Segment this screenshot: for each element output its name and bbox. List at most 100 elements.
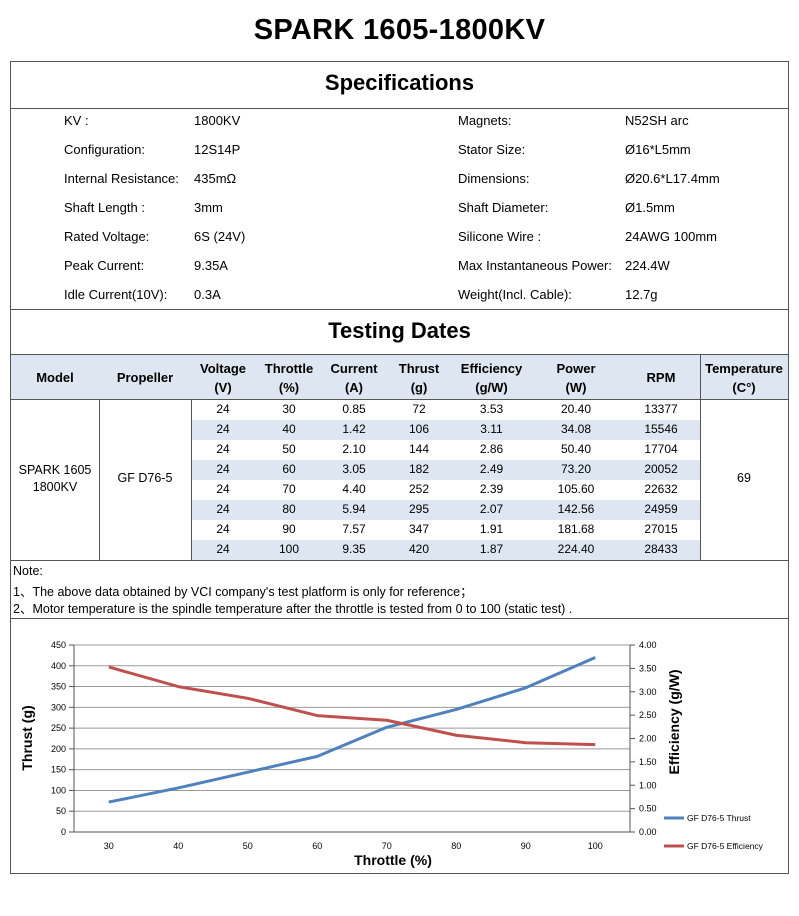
header-unit: (W) <box>565 380 587 395</box>
table-header-cell: Efficiency (g/W) <box>453 359 530 397</box>
spec-value: 0.3A <box>194 287 221 302</box>
header-line: Current <box>330 361 378 376</box>
header-line: Power <box>556 361 596 376</box>
header-unit: (%) <box>278 380 300 395</box>
legend-label: GF D76-5 Thrust <box>687 813 751 823</box>
table-cell: 7.57 <box>342 522 366 536</box>
spec-label: Rated Voltage: <box>64 229 150 244</box>
table-cell: 73.20 <box>560 462 592 476</box>
table-cell: 295 <box>408 502 430 516</box>
table-cell: 60 <box>282 462 296 476</box>
y-axis-label-left: Thrust (g) <box>19 705 35 770</box>
table-cell: 3.05 <box>342 462 366 476</box>
spec-label: Configuration: <box>64 142 145 157</box>
testing-heading: Testing Dates <box>328 318 471 343</box>
table-cell: 40 <box>282 422 296 436</box>
left-tick-label: 0 <box>61 827 66 837</box>
table-cell: 100 <box>278 542 300 556</box>
column-divider <box>700 355 701 560</box>
table-cell: 30 <box>282 402 296 416</box>
model-line: 1800KV <box>32 480 78 494</box>
table-cell: 24959 <box>644 502 678 516</box>
left-tick-label: 350 <box>51 682 66 692</box>
header-line: Temperature <box>705 361 783 376</box>
table-cell: 20052 <box>644 462 678 476</box>
table-cell: 181.68 <box>557 522 595 536</box>
spec-label: Peak Current: <box>64 258 145 273</box>
row-band <box>191 540 700 560</box>
right-tick-label: 3.00 <box>639 687 657 697</box>
efficiency-series-line <box>108 665 596 747</box>
table-cell: 24 <box>216 422 230 436</box>
header-line: Throttle <box>264 361 314 376</box>
spec-value: Ø1.5mm <box>625 200 675 215</box>
table-header-cell: Temperature (C°) <box>700 359 788 397</box>
x-tick-label: 90 <box>521 841 531 851</box>
header-line: RPM <box>646 370 676 385</box>
right-tick-label: 1.50 <box>639 757 657 767</box>
divider <box>10 108 789 109</box>
table-header-cell: Power (W) <box>530 359 622 397</box>
row-band <box>191 460 700 480</box>
table-cell: 2.86 <box>479 442 504 456</box>
spec-value: 435mΩ <box>194 171 237 186</box>
spec-label: Magnets: <box>458 113 512 128</box>
table-cell: 1.87 <box>479 542 504 556</box>
x-tick-label: 30 <box>104 841 114 851</box>
table-cell: 24 <box>216 482 230 496</box>
table-cell: 0.85 <box>342 402 366 416</box>
right-tick-label: 1.00 <box>639 780 657 790</box>
right-tick-label: 2.50 <box>639 710 657 720</box>
model-cell: SPARK 1605 1800KV <box>11 462 99 496</box>
spec-value: Ø16*L5mm <box>625 142 691 157</box>
table-header-cell: Model <box>11 368 99 387</box>
left-tick-label: 150 <box>51 765 66 775</box>
spec-label: Stator Size: <box>458 142 526 157</box>
table-cell: 2.07 <box>479 502 504 516</box>
right-tick-label: 4.00 <box>639 640 657 650</box>
spec-label: Shaft Length : <box>64 200 145 215</box>
table-cell: 2.39 <box>479 482 504 496</box>
table-cell: 3.53 <box>479 402 504 416</box>
spec-label: Max Instantaneous Power: <box>458 258 612 273</box>
divider <box>10 309 789 310</box>
table-cell: 24 <box>216 502 230 516</box>
right-tick-label: 0.00 <box>639 827 657 837</box>
spec-label: Internal Resistance: <box>64 171 179 186</box>
spec-value: 9.35A <box>194 258 228 273</box>
spec-value: 12S14P <box>194 142 241 157</box>
table-cell: 20.40 <box>560 402 592 416</box>
spec-value: 3mm <box>194 200 223 215</box>
datasheet-frame <box>10 61 789 874</box>
x-tick-label: 80 <box>451 841 461 851</box>
note-label: Note: <box>13 564 43 578</box>
spec-label: Shaft Diameter: <box>458 200 549 215</box>
model-line: SPARK 1605 <box>18 463 92 477</box>
x-tick-label: 60 <box>312 841 322 851</box>
table-cell: 17704 <box>644 442 678 456</box>
spec-value: 224.4W <box>625 258 670 273</box>
header-unit: (C°) <box>732 380 756 395</box>
table-cell: 24 <box>216 442 230 456</box>
divider <box>10 618 789 619</box>
table-cell: 24 <box>216 522 230 536</box>
header-line: Thrust <box>398 361 440 376</box>
spec-value: 12.7g <box>625 287 658 302</box>
header-unit: (g/W) <box>475 380 508 395</box>
table-header-cell: Current (A) <box>323 359 385 397</box>
propeller-cell: GF D76-5 <box>117 471 173 485</box>
table-cell: 22632 <box>644 482 678 496</box>
table-cell: 27015 <box>644 522 678 536</box>
spec-value: 6S (24V) <box>194 229 246 244</box>
divider <box>10 560 789 561</box>
column-divider <box>700 355 701 399</box>
spec-value: Ø20.6*L17.4mm <box>625 171 720 186</box>
table-cell: 2.10 <box>342 442 366 456</box>
spec-label: Dimensions: <box>458 171 530 186</box>
right-tick-label: 3.50 <box>639 663 657 673</box>
spec-label: Silicone Wire : <box>458 229 542 244</box>
left-tick-label: 250 <box>51 723 66 733</box>
thrust-series-line <box>108 656 596 804</box>
row-band <box>191 420 700 440</box>
table-header-cell: Thrust (g) <box>385 359 453 397</box>
